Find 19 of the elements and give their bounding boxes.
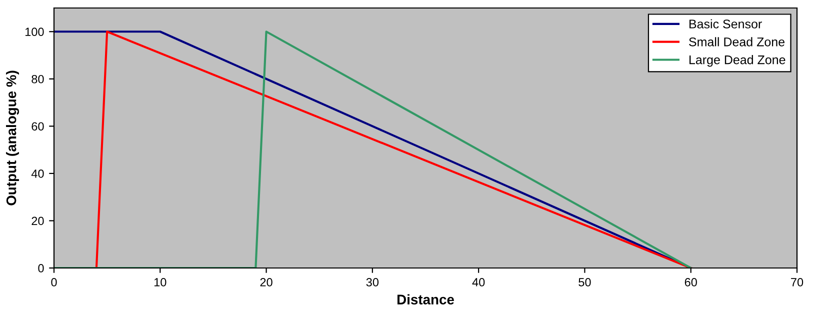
x-tick-label: 0 <box>51 278 57 286</box>
x-tick-label: 30 <box>366 278 379 286</box>
x-tick-label: 50 <box>578 278 591 286</box>
y-tick-label: 40 <box>31 169 44 178</box>
y-tick-label: 60 <box>32 122 44 131</box>
y-tick-label: 100 <box>25 28 44 36</box>
x-axis-title: Distance <box>397 294 454 304</box>
y-tick-label: 80 <box>32 74 44 84</box>
x-tick-label: 70 <box>791 278 804 286</box>
legend-label: Small Dead Zone <box>689 37 784 46</box>
x-tick-label: 40 <box>472 278 485 286</box>
legend-label: Large Dead Zone <box>689 55 786 67</box>
legend-label: Basic Sensor <box>689 19 762 28</box>
x-tick-label: 60 <box>684 278 697 286</box>
y-tick-label: 0 <box>38 264 44 272</box>
x-tick-label: 20 <box>260 278 272 286</box>
x-tick-label: 10 <box>154 278 166 286</box>
y-tick-label: 20 <box>32 216 44 226</box>
y-axis-title: Output (analogue %) <box>6 70 20 206</box>
